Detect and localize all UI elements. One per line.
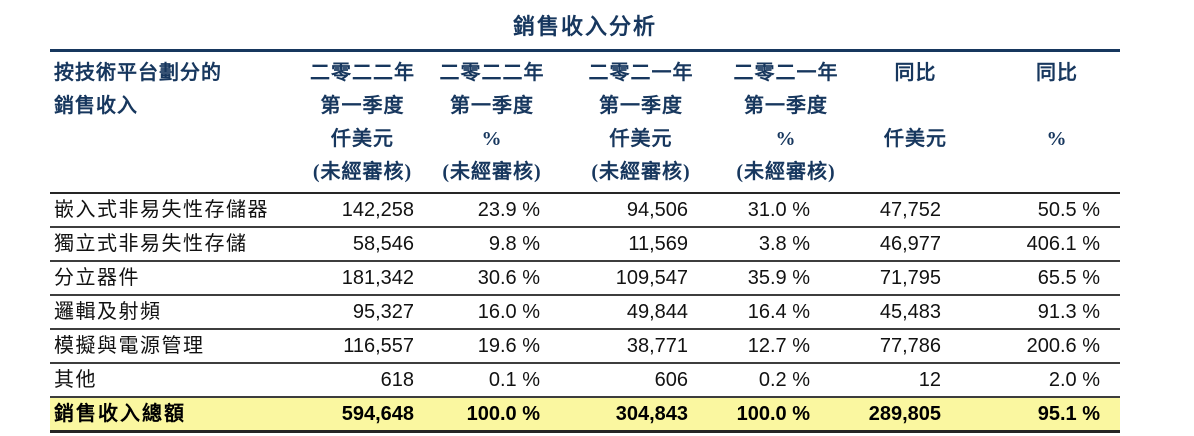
cell-value: 50.5 % [944, 192, 1120, 227]
row-label: 分立器件 [50, 260, 292, 295]
cell-value: 38,771 [543, 328, 691, 363]
header-year: 二零二二年 [310, 62, 415, 84]
total-value: 594,648 [292, 396, 417, 432]
total-value: 304,843 [543, 396, 691, 432]
cell-value: 11,569 [543, 226, 691, 261]
header-yoy-pct: 同比 % [944, 50, 1120, 194]
header-2022-usd: 二零二二年 第一季度 仟美元 (未經審核) [292, 50, 417, 194]
cell-value: 23.9 % [417, 192, 543, 227]
cell-value: 94,506 [543, 192, 691, 227]
cell-value: 3.8 % [691, 226, 813, 261]
cell-value: 46,977 [813, 226, 944, 261]
header-unit: 仟美元 [331, 128, 394, 150]
header-2021-pct: 二零二一年 第一季度 % (未經審核) [691, 50, 838, 194]
cell-value: 200.6 % [944, 328, 1120, 363]
total-value: 95.1 % [944, 396, 1120, 432]
cell-value: 0.1 % [417, 362, 543, 397]
cell-value: 16.0 % [417, 294, 543, 329]
cell-value: 9.8 % [417, 226, 543, 261]
cell-value: 618 [292, 362, 417, 397]
row-label: 模擬與電源管理 [50, 328, 292, 363]
cell-value: 142,258 [292, 192, 417, 227]
cell-value: 12.7 % [691, 328, 813, 363]
cell-value: 35.9 % [691, 260, 813, 295]
table-row: 邏輯及射頻 95,327 16.0 % 49,844 16.4 % 45,483… [50, 294, 1120, 329]
cell-value: 77,786 [813, 328, 944, 363]
cell-value: 116,557 [292, 328, 417, 363]
table-row: 其他 618 0.1 % 606 0.2 % 12 2.0 % [50, 362, 1120, 397]
cell-value: 19.6 % [417, 328, 543, 363]
total-value: 289,805 [813, 396, 944, 432]
header-year: 二零二一年 [733, 62, 839, 84]
header-unit: 仟美元 [884, 128, 947, 150]
header-quarter: 第一季度 [744, 95, 828, 117]
header-unaudited: (未經審核) [442, 161, 542, 183]
cell-value: 109,547 [543, 260, 691, 295]
row-label: 獨立式非易失性存儲 [50, 226, 292, 261]
cell-value: 181,342 [292, 260, 417, 295]
header-quarter: 第一季度 [450, 95, 534, 117]
cell-value: 58,546 [292, 226, 417, 261]
cell-value: 606 [543, 362, 691, 397]
header-unaudited: (未經審核) [736, 161, 836, 183]
table-row: 分立器件 181,342 30.6 % 109,547 35.9 % 71,79… [50, 260, 1120, 295]
header-unit: % [1046, 128, 1068, 150]
report-title: 銷售收入分析 [512, 14, 657, 39]
header-row: 按技術平台劃分的 銷售收入 二零二二年 第一季度 仟美元 (未經審核) [50, 50, 1120, 194]
header-unit: 仟美元 [609, 128, 673, 150]
table-body: 嵌入式非易失性存儲器 142,258 23.9 % 94,506 31.0 % … [50, 192, 1120, 432]
total-value: 100.0 % [417, 396, 543, 432]
total-value: 100.0 % [691, 396, 813, 432]
cell-value: 45,483 [813, 294, 944, 329]
row-label: 其他 [50, 362, 292, 397]
header-year: 二零二二年 [439, 62, 545, 84]
header-platform-line2: 銷售收入 [54, 95, 138, 117]
cell-value: 406.1 % [944, 226, 1120, 261]
header-2022-pct: 二零二二年 第一季度 % (未經審核) [417, 50, 544, 194]
header-quarter: 第一季度 [599, 95, 683, 117]
revenue-report: 銷售收入分析 按技術平台劃分的 銷售收入 二零二二年 第一季度 仟美 [50, 13, 1120, 433]
cell-value: 30.6 % [417, 260, 543, 295]
table-row: 獨立式非易失性存儲 58,546 9.8 % 11,569 3.8 % 46,9… [50, 226, 1120, 261]
revenue-table: 按技術平台劃分的 銷售收入 二零二二年 第一季度 仟美元 (未經審核) [50, 49, 1120, 433]
table-row: 模擬與電源管理 116,557 19.6 % 38,771 12.7 % 77,… [50, 328, 1120, 363]
header-unaudited: (未經審核) [312, 161, 413, 183]
table-header: 按技術平台劃分的 銷售收入 二零二二年 第一季度 仟美元 (未經審核) [50, 50, 1120, 194]
cell-value: 91.3 % [944, 294, 1120, 329]
header-unaudited: (未經審核) [591, 161, 691, 183]
cell-value: 16.4 % [691, 294, 813, 329]
cell-value: 49,844 [543, 294, 691, 329]
header-quarter: 第一季度 [320, 95, 405, 117]
cell-value: 31.0 % [691, 192, 813, 227]
header-yoy: 同比 [1036, 62, 1078, 84]
header-platform-label: 按技術平台劃分的 銷售收入 [50, 50, 292, 194]
cell-value: 95,327 [292, 294, 417, 329]
total-label: 銷售收入總額 [50, 396, 292, 432]
table-row: 嵌入式非易失性存儲器 142,258 23.9 % 94,506 31.0 % … [50, 192, 1120, 227]
header-platform-line1: 按技術平台劃分的 [54, 62, 222, 84]
header-year: 二零二一年 [588, 62, 694, 84]
cell-value: 2.0 % [944, 362, 1120, 397]
header-unit: % [481, 128, 503, 150]
header-yoy: 同比 [894, 62, 937, 84]
cell-value: 71,795 [813, 260, 944, 295]
header-2021-usd: 二零二一年 第一季度 仟美元 (未經審核) [543, 50, 693, 194]
header-yoy-usd: 同比 仟美元 [813, 50, 946, 194]
cell-value: 47,752 [813, 192, 944, 227]
header-unit: % [775, 128, 797, 150]
row-label: 嵌入式非易失性存儲器 [50, 192, 292, 227]
cell-value: 12 [813, 362, 944, 397]
cell-value: 65.5 % [944, 260, 1120, 295]
row-label: 邏輯及射頻 [50, 294, 292, 329]
cell-value: 0.2 % [691, 362, 813, 397]
total-row: 銷售收入總額 594,648 100.0 % 304,843 100.0 % 2… [50, 396, 1120, 432]
